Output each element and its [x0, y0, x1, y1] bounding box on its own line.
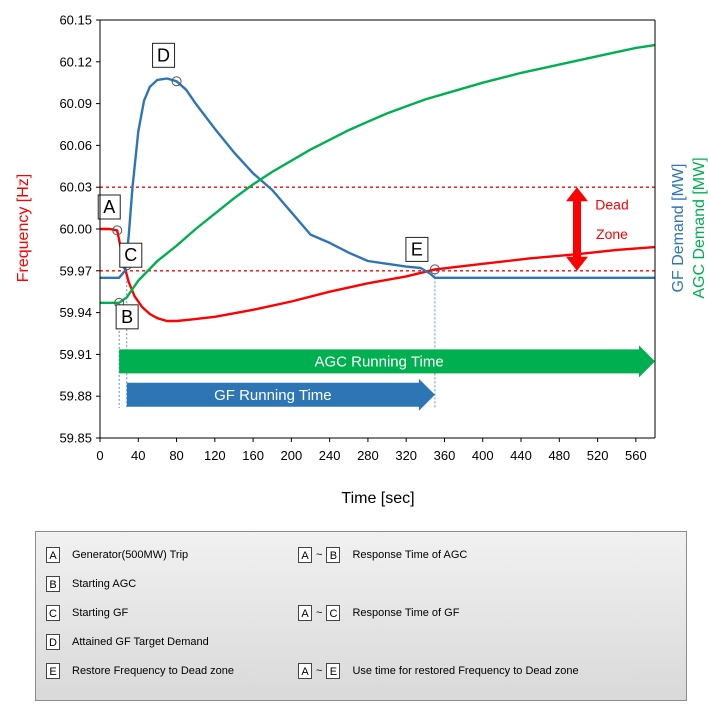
marker-box-e	[405, 236, 429, 262]
marker-point-a	[112, 225, 123, 236]
legend-panel: A Generator(500MW) Trip A ~ B Response T…	[35, 531, 687, 701]
running-time-label: GF Running Time	[214, 387, 332, 404]
legend-range-from: A	[298, 605, 312, 621]
marker-label-e: E	[411, 239, 423, 259]
legend-tilde: ~	[316, 607, 323, 619]
y-tick-label: 60.09	[59, 96, 92, 111]
marker-point-e	[429, 264, 440, 275]
x-tick-label: 80	[169, 448, 183, 463]
legend-range-to: E	[326, 663, 341, 679]
legend-key-d: D	[46, 634, 60, 650]
legend-label-c: Starting GF	[72, 607, 129, 619]
legend-label-d: Attained GF Target Demand	[72, 636, 209, 648]
y-tick-label: 60.15	[59, 13, 92, 28]
x-axis-title: Time [sec]	[341, 490, 414, 507]
y-tick-label: 59.97	[59, 263, 92, 278]
legend-range-from: A	[298, 663, 312, 679]
x-tick-label: 160	[242, 448, 264, 463]
legend-row-e: E Restore Frequency to Dead zone	[46, 662, 234, 680]
y-axis-title-agc: AGC Demand [MW]	[691, 157, 708, 298]
legend-label-a: Generator(500MW) Trip	[72, 549, 189, 561]
legend-tilde: ~	[316, 549, 323, 561]
y-tick-label: 60.06	[59, 138, 92, 153]
x-tick-label: 400	[472, 448, 494, 463]
y-tick-label: 59.88	[59, 389, 92, 404]
x-tick-label: 280	[357, 448, 379, 463]
marker-box-c	[119, 242, 143, 268]
x-tick-label: 320	[395, 448, 417, 463]
y-axis-title-frequency: Frequency [Hz]	[15, 174, 32, 282]
legend-range-from: A	[298, 547, 312, 563]
legend-key-a: A	[46, 547, 60, 563]
marker-box-b	[115, 304, 139, 330]
y-tick-label: 60.12	[59, 54, 92, 69]
x-tick-label: 440	[510, 448, 532, 463]
x-tick-label: 40	[131, 448, 145, 463]
marker-label-d: D	[157, 45, 170, 65]
legend-label-e: Restore Frequency to Dead zone	[72, 665, 235, 677]
x-tick-label: 480	[548, 448, 570, 463]
legend-key-c: C	[46, 605, 60, 621]
legend-range-to: C	[326, 605, 341, 621]
running-time-label: AGC Running Time	[314, 353, 443, 370]
dead-zone-arrow	[566, 187, 588, 271]
x-tick-label: 0	[96, 448, 103, 463]
running-time-arrow	[119, 345, 655, 378]
x-tick-label: 120	[204, 448, 226, 463]
marker-box-d	[152, 42, 176, 68]
x-tick-label: 360	[434, 448, 456, 463]
legend-tilde: ~	[316, 665, 323, 677]
legend-range-label: Response Time of GF	[352, 607, 460, 619]
x-tick-label: 240	[319, 448, 341, 463]
marker-box-a	[97, 194, 121, 220]
legend-range-a-b: A ~ B Response Time of AGC	[298, 546, 467, 564]
legend-key-b: B	[46, 576, 60, 592]
y-tick-label: 59.91	[59, 347, 92, 362]
legend-range-a-c: A ~ C Response Time of GF	[298, 604, 459, 622]
frequency-response-chart: AGC Running Time GF Running Time Dead Zone A…	[15, 13, 708, 508]
dead-zone-label-line1: Dead	[595, 196, 628, 212]
y-tick-label: 59.85	[59, 431, 92, 446]
y-axis-title-gf: GF Demand [MW]	[670, 164, 687, 293]
agc-demand-mw-line	[100, 43, 656, 304]
legend-row-d: D Attained GF Target Demand	[46, 633, 209, 651]
frequency-hz-line	[100, 227, 656, 323]
dead-zone-label-line2: Zone	[596, 226, 628, 242]
x-tick-label: 520	[587, 448, 609, 463]
legend-range-label: Response Time of AGC	[352, 549, 468, 561]
legend-range-to: B	[326, 547, 341, 563]
marker-point-d	[171, 76, 182, 87]
x-tick-label: 200	[281, 448, 303, 463]
legend-key-e: E	[46, 663, 60, 679]
legend-row-c: C Starting GF	[46, 604, 128, 622]
marker-label-b: B	[121, 307, 133, 327]
legend-range-label: Use time for restored Frequency to Dead …	[352, 665, 579, 677]
y-tick-label: 60.03	[59, 180, 92, 195]
marker-label-a: A	[103, 197, 115, 217]
legend-label-b: Starting AGC	[72, 578, 137, 590]
gf-demand-mw-line	[100, 77, 655, 279]
legend-row-b: B Starting AGC	[46, 575, 136, 593]
marker-label-c: C	[124, 245, 137, 265]
y-tick-label: 60.00	[59, 222, 92, 237]
y-tick-label: 59.94	[59, 305, 92, 320]
x-tick-label: 560	[625, 448, 647, 463]
legend-range-a-e: A ~ E Use time for restored Frequency to…	[298, 662, 579, 680]
legend-row-a: A Generator(500MW) Trip	[46, 546, 188, 564]
running-time-arrow	[126, 378, 435, 411]
